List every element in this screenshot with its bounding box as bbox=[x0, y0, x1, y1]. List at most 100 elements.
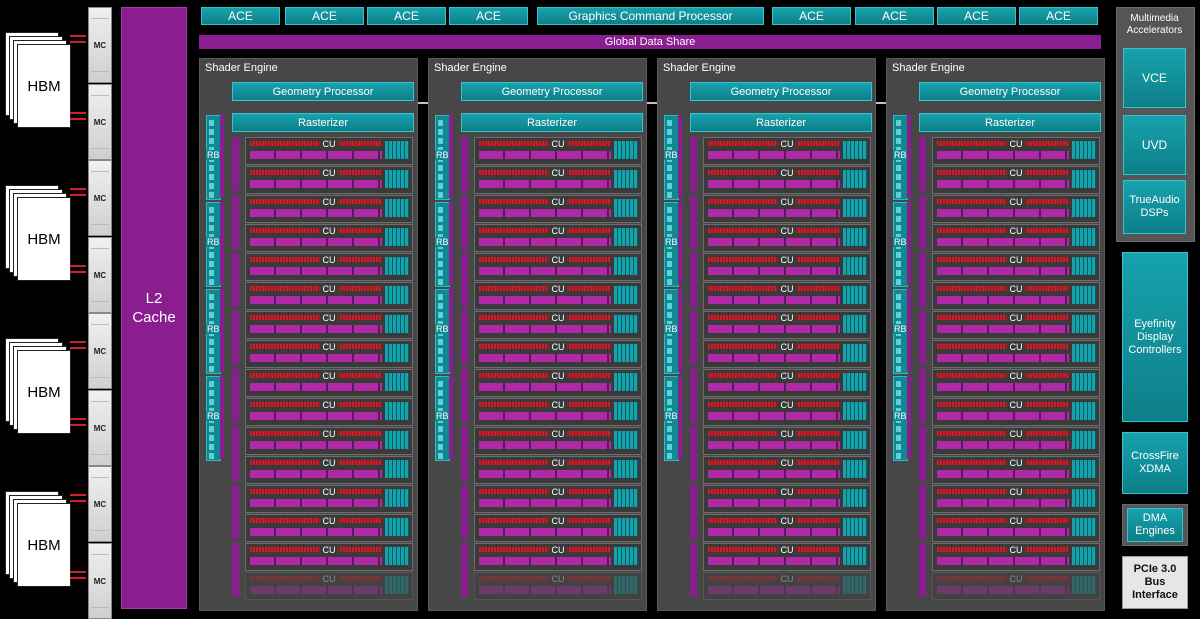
compute-unit: CU bbox=[932, 485, 1100, 513]
crossfire-xdma: CrossFire XDMA bbox=[1122, 432, 1188, 494]
compute-unit-label: CU bbox=[777, 139, 797, 149]
compute-unit: CU bbox=[474, 253, 642, 281]
ace-block: ACE bbox=[449, 7, 528, 25]
compute-unit: CU bbox=[703, 514, 871, 542]
memory-link-arrow bbox=[70, 265, 86, 267]
compute-unit-label: CU bbox=[319, 255, 339, 265]
compute-unit-label: CU bbox=[1006, 487, 1026, 497]
compute-unit: CU bbox=[932, 369, 1100, 397]
memory-link-arrow bbox=[70, 577, 86, 579]
shader-engine: Shader Engine Geometry Processor Rasterize… bbox=[428, 58, 647, 611]
compute-unit: CU bbox=[474, 311, 642, 339]
cu-shared-cache bbox=[919, 427, 926, 481]
cu-shared-cache bbox=[232, 369, 239, 423]
compute-unit: CU bbox=[932, 253, 1100, 281]
pcie-bus-interface: PCIe 3.0 Bus Interface bbox=[1122, 556, 1188, 609]
dma-engines: DMA Engines bbox=[1127, 508, 1183, 542]
graphics-command-processor: Graphics Command Processor bbox=[537, 7, 764, 25]
mc-label: MC bbox=[93, 117, 107, 127]
compute-unit: CU bbox=[474, 572, 642, 600]
hbm-label: HBM bbox=[17, 503, 71, 587]
ace-block: ACE bbox=[772, 7, 851, 25]
compute-unit: CU bbox=[703, 369, 871, 397]
mc-label: MC bbox=[93, 499, 107, 509]
compute-unit-label: CU bbox=[1006, 400, 1026, 410]
rb-cache-strip bbox=[678, 115, 682, 198]
compute-unit: CU bbox=[703, 340, 871, 368]
render-backend-label: RB bbox=[206, 411, 221, 421]
compute-unit-label: CU bbox=[777, 342, 797, 352]
compute-unit: CU bbox=[245, 340, 413, 368]
cu-shared-cache bbox=[919, 369, 926, 423]
shader-engine-title: Shader Engine bbox=[892, 62, 965, 74]
compute-unit: CU bbox=[932, 398, 1100, 426]
compute-unit-label: CU bbox=[1006, 429, 1026, 439]
render-backend-label: RB bbox=[664, 150, 679, 160]
compute-unit: CU bbox=[474, 340, 642, 368]
memory-link-arrow bbox=[70, 112, 86, 114]
compute-unit-label: CU bbox=[777, 400, 797, 410]
compute-unit-label: CU bbox=[777, 197, 797, 207]
compute-unit: CU bbox=[245, 311, 413, 339]
rb-cache-strip bbox=[449, 289, 453, 372]
cu-shared-cache bbox=[232, 195, 239, 249]
cu-shared-cache bbox=[461, 369, 468, 423]
memory-link-arrow bbox=[70, 341, 86, 343]
memory-link-arrow bbox=[70, 571, 86, 573]
cu-shared-cache bbox=[919, 543, 926, 597]
rasterizer: Rasterizer bbox=[919, 113, 1101, 132]
compute-unit-label: CU bbox=[548, 313, 568, 323]
mc-label: MC bbox=[93, 576, 107, 586]
cu-shared-cache bbox=[232, 543, 239, 597]
shader-engine: Shader Engine Geometry Processor Rasterize… bbox=[657, 58, 876, 611]
compute-unit-label: CU bbox=[1006, 284, 1026, 294]
compute-unit: CU bbox=[474, 398, 642, 426]
render-backend-label: RB bbox=[435, 411, 450, 421]
cu-shared-cache bbox=[461, 195, 468, 249]
compute-unit-label: CU bbox=[319, 487, 339, 497]
cu-shared-cache bbox=[232, 253, 239, 307]
compute-unit-label: CU bbox=[319, 400, 339, 410]
compute-unit-label: CU bbox=[1006, 574, 1026, 584]
shader-engine-title: Shader Engine bbox=[205, 62, 278, 74]
memory-link-arrow bbox=[70, 194, 86, 196]
cu-shared-cache bbox=[919, 485, 926, 539]
compute-unit: CU bbox=[245, 572, 413, 600]
cu-shared-cache bbox=[690, 485, 697, 539]
trueaudio-block: TrueAudio DSPs bbox=[1123, 180, 1186, 234]
multimedia-title: Multimedia Accelerators bbox=[1126, 13, 1183, 36]
compute-unit-label: CU bbox=[1006, 139, 1026, 149]
mc-label: MC bbox=[93, 270, 107, 280]
geometry-processor: Geometry Processor bbox=[461, 82, 643, 101]
rb-cache-strip bbox=[220, 289, 224, 372]
l2-cache: L2 Cache bbox=[121, 7, 187, 609]
geometry-processor: Geometry Processor bbox=[690, 82, 872, 101]
memory-link-arrow bbox=[70, 494, 86, 496]
uvd-block: UVD bbox=[1123, 115, 1186, 175]
memory-link-arrow bbox=[70, 271, 86, 273]
compute-unit: CU bbox=[474, 514, 642, 542]
compute-unit: CU bbox=[245, 282, 413, 310]
ace-block: ACE bbox=[285, 7, 364, 25]
render-backend-label: RB bbox=[664, 411, 679, 421]
hbm-label: HBM bbox=[17, 197, 71, 281]
compute-unit-label: CU bbox=[1006, 197, 1026, 207]
render-backend-label: RB bbox=[893, 411, 908, 421]
compute-unit: CU bbox=[474, 485, 642, 513]
mc-label: MC bbox=[93, 346, 107, 356]
cu-shared-cache bbox=[461, 543, 468, 597]
memory-controller: MC bbox=[88, 543, 112, 619]
cu-shared-cache bbox=[690, 369, 697, 423]
compute-unit: CU bbox=[703, 253, 871, 281]
compute-unit-label: CU bbox=[548, 168, 568, 178]
render-backend-label: RB bbox=[435, 237, 450, 247]
render-backend-label: RB bbox=[893, 237, 908, 247]
shader-engine-title: Shader Engine bbox=[434, 62, 507, 74]
hbm-label: HBM bbox=[17, 350, 71, 434]
cu-shared-cache bbox=[232, 311, 239, 365]
compute-unit-label: CU bbox=[548, 458, 568, 468]
compute-unit: CU bbox=[703, 456, 871, 484]
rasterizer: Rasterizer bbox=[690, 113, 872, 132]
compute-unit: CU bbox=[703, 485, 871, 513]
compute-unit: CU bbox=[932, 137, 1100, 165]
